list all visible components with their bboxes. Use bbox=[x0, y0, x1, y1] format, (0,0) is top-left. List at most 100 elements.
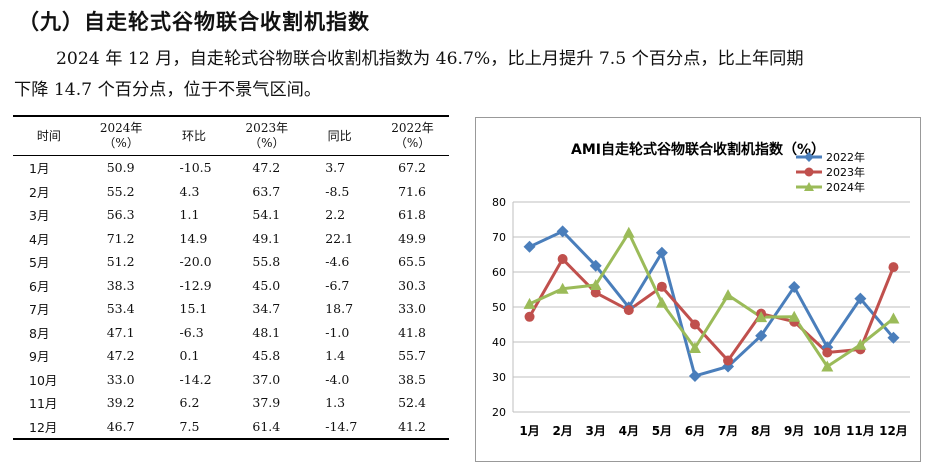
chart-title: AMI自走轮式谷物联合收割机指数（%） bbox=[571, 141, 825, 158]
table-cell-value: 30.3 bbox=[398, 277, 426, 293]
x-tick-label: 5月 bbox=[652, 424, 672, 438]
table-cell-value: 71.2 bbox=[106, 230, 135, 246]
table-cell-month: 4月 bbox=[29, 231, 50, 247]
header-label: 环比 bbox=[181, 128, 206, 143]
table-cell-value: 50.9 bbox=[106, 160, 135, 176]
summary-line-2: 下降 14.7 个百分点，位于不景气区间。 bbox=[14, 80, 322, 100]
table-cell-value: 15.1 bbox=[179, 301, 208, 317]
y-tick-label: 30 bbox=[492, 371, 506, 384]
table-cell-value: 37.0 bbox=[252, 371, 281, 387]
table-cell-month: 5月 bbox=[29, 255, 50, 271]
table-cell-value: 56.3 bbox=[106, 207, 135, 223]
y-tick-label: 20 bbox=[492, 406, 506, 419]
table-cell-value: -12.9 bbox=[179, 277, 212, 293]
table-cell-value: 61.8 bbox=[398, 207, 426, 223]
data-point bbox=[524, 311, 535, 322]
data-point bbox=[556, 225, 569, 238]
table-cell-value: -6.7 bbox=[325, 277, 350, 293]
data-point bbox=[655, 246, 668, 259]
data-point bbox=[854, 292, 867, 305]
table-cell-value: 71.6 bbox=[398, 183, 426, 199]
table-cell-value: 2.2 bbox=[325, 207, 346, 223]
table-cell-value: 7.5 bbox=[157, 414, 231, 440]
x-tick-label: 12月 bbox=[879, 424, 908, 438]
table-cell-value: 4.3 bbox=[179, 183, 200, 199]
table-cell-value: 55.2 bbox=[106, 183, 135, 199]
data-point bbox=[589, 278, 602, 290]
section-heading: （九）自走轮式谷物联合收割机指数 bbox=[18, 10, 370, 34]
table-header-cell: 时间 bbox=[13, 115, 85, 156]
table-header-cell: 2022年 （%） bbox=[376, 115, 449, 156]
table-cell-value: -20.0 bbox=[179, 254, 212, 270]
data-point bbox=[887, 312, 900, 324]
legend-marker bbox=[804, 167, 814, 177]
table-row: 9月 47.2 0.1 45.8 1.4 55.7 bbox=[13, 344, 449, 368]
table-cell-month: 10月 bbox=[29, 372, 58, 388]
table-cell-month: 9月 bbox=[29, 349, 50, 365]
index-table: 时间 2024年 （%） 环比 2023年 （%） 同比 2022年 （%） 1月 50.9 -10… bbox=[13, 115, 449, 440]
series-line bbox=[528, 229, 895, 378]
table-cell-value: 47.2 bbox=[106, 348, 135, 364]
x-tick-label: 4月 bbox=[619, 424, 639, 438]
data-point bbox=[788, 310, 801, 322]
table-cell-value: 34.7 bbox=[252, 301, 281, 317]
summary-line-1: 2024 年 12 月，自走轮式谷物联合收割机指数为 46.7%，比上月提升 7… bbox=[56, 49, 804, 69]
header-unit: （%） bbox=[394, 136, 431, 150]
legend-label: 2022年 bbox=[826, 150, 865, 164]
table-cell-value: -14.2 bbox=[179, 371, 212, 387]
table-cell-value: 39.2 bbox=[106, 395, 135, 411]
table-cell-value: 3.7 bbox=[325, 160, 346, 176]
data-point bbox=[656, 281, 667, 292]
table-cell-value: -6.3 bbox=[179, 324, 204, 340]
data-point bbox=[888, 262, 899, 273]
table-cell-value: 0.1 bbox=[179, 348, 200, 364]
table-cell-value: 67.2 bbox=[398, 160, 426, 176]
table-row: 2月 55.2 4.3 63.7 -8.5 71.6 bbox=[13, 180, 449, 204]
chart-container: AMI自走轮式谷物联合收割机指数（%） 20 30 40 50 60 70 80 1月 2月 3月 4… bbox=[475, 117, 921, 462]
table-row: 1月 50.9 -10.5 47.2 3.7 67.2 bbox=[13, 156, 449, 180]
table-cell-value: 54.1 bbox=[252, 207, 281, 223]
data-point bbox=[589, 259, 602, 272]
header-unit: （%） bbox=[249, 136, 285, 150]
y-tick-label: 40 bbox=[492, 336, 506, 349]
table-cell-value: 1.1 bbox=[179, 207, 200, 223]
header-label: 同比 bbox=[327, 128, 352, 143]
data-point bbox=[887, 331, 900, 344]
table-cell-value: 18.7 bbox=[325, 301, 354, 317]
table-cell-value: 48.1 bbox=[252, 324, 281, 340]
table-cell-value: 47.1 bbox=[106, 324, 135, 340]
data-point bbox=[556, 282, 569, 294]
table-cell-value: -8.5 bbox=[325, 183, 350, 199]
series-line bbox=[528, 257, 895, 363]
summary-paragraph: 2024 年 12 月，自走轮式谷物联合收割机指数为 46.7%，比上月提升 7… bbox=[14, 44, 919, 106]
data-point bbox=[788, 281, 801, 294]
table-cell-value: -14.7 bbox=[303, 414, 377, 440]
data-point bbox=[688, 341, 701, 353]
y-tick-label: 70 bbox=[492, 231, 506, 244]
data-point bbox=[854, 338, 867, 350]
table-cell-value: -4.6 bbox=[325, 254, 350, 270]
table-header-cell: 环比 bbox=[157, 115, 231, 156]
data-point bbox=[722, 289, 735, 301]
y-tick-label: 60 bbox=[492, 266, 506, 279]
y-tick-label: 50 bbox=[492, 301, 506, 314]
x-tick-label: 8月 bbox=[751, 424, 771, 438]
data-point bbox=[755, 329, 768, 342]
data-point bbox=[821, 360, 834, 372]
x-tick-label: 1月 bbox=[519, 424, 539, 438]
table-cell-value: 41.8 bbox=[398, 324, 426, 340]
data-point bbox=[590, 287, 601, 298]
table-cell-month: 7月 bbox=[29, 302, 50, 318]
header-label: 2022年 bbox=[391, 121, 434, 135]
table-cell-value: 33.0 bbox=[398, 301, 426, 317]
legend-marker bbox=[804, 152, 814, 162]
x-tick-label: 2月 bbox=[552, 424, 572, 438]
table-row: 6月 38.3 -12.9 45.0 -6.7 30.3 bbox=[13, 274, 449, 298]
x-tick-label: 7月 bbox=[718, 424, 738, 438]
table-body: 1月 50.9 -10.5 47.2 3.7 67.2 2月 55.2 4.3 63.7 -8.5 7… bbox=[13, 156, 449, 440]
data-point bbox=[623, 305, 634, 316]
table-row: 3月 56.3 1.1 54.1 2.2 61.8 bbox=[13, 203, 449, 227]
table-row: 11月 39.2 6.2 37.9 1.3 52.4 bbox=[13, 391, 449, 415]
table-cell-value: 41.2 bbox=[376, 414, 449, 440]
table-cell-value: 52.4 bbox=[398, 395, 426, 411]
